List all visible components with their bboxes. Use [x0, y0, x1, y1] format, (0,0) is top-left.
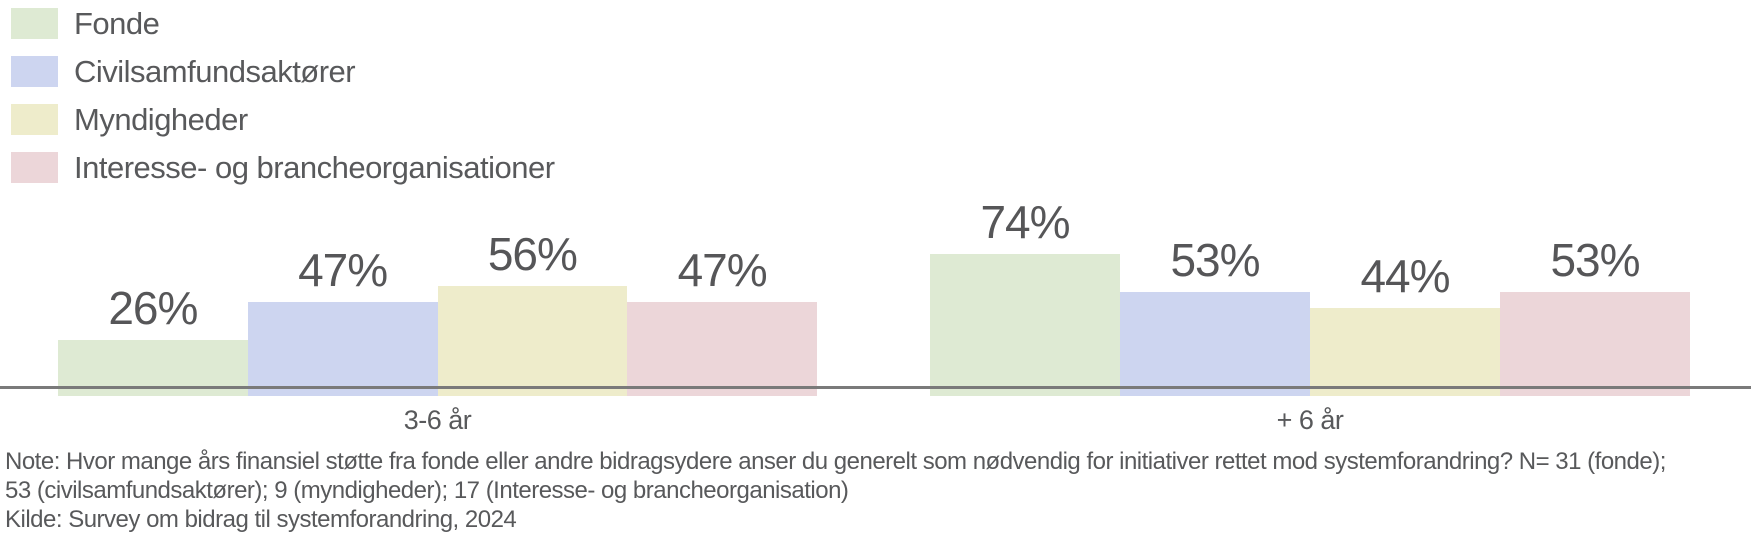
bar-column-myndigheder: 44%	[1310, 253, 1500, 396]
bar-value-label: 56%	[487, 228, 578, 280]
bar-column-myndigheder: 56%	[437, 228, 628, 396]
x-axis-line	[0, 386, 1751, 389]
legend-item-myndigheder: Myndigheder	[11, 104, 555, 135]
bar-interesse-og-brancheorganisationer	[1500, 292, 1690, 396]
legend-item-interesse-og-brancheorganisationer: Interesse- og brancheorganisationer	[11, 152, 555, 183]
bar-value-label: 53%	[1170, 234, 1260, 286]
legend-label-myndigheder: Myndigheder	[74, 102, 248, 137]
footnote: Note: Hvor mange års finansiel støtte fr…	[5, 447, 1751, 534]
bar-value-label: 53%	[1550, 234, 1640, 286]
bar-column-civilsamfundsaktører: 53%	[1120, 237, 1310, 396]
legend-swatch-myndigheder	[11, 104, 58, 135]
bar-civilsamfundsaktører	[247, 302, 438, 396]
footnote-source-line: Kilde: Survey om bidrag til systemforand…	[5, 506, 517, 533]
bar-civilsamfundsaktører	[1120, 292, 1310, 396]
bar-column-fonde: 26%	[58, 285, 248, 396]
legend-swatch-fonde	[11, 8, 58, 39]
legend-label-interesse-og-brancheorganisationer: Interesse- og brancheorganisationer	[74, 150, 555, 185]
bar-value-label: 26%	[108, 282, 198, 334]
plot-area: 26% 47% 56% 47% 74% 53% 44% 53%	[0, 0, 1751, 396]
x-axis-label-3-6-ar: 3-6 år	[403, 405, 472, 435]
bar-myndigheder	[1310, 308, 1500, 396]
bar-value-label: 47%	[677, 244, 768, 296]
bar-value-label: 74%	[980, 196, 1070, 248]
bar-group-plus-6-ar: 74% 53% 44% 53%	[930, 0, 1690, 396]
footnote-note-line-2: 53 (civilsamfundsaktører); 9 (myndighede…	[5, 477, 849, 504]
bar-group-3-6-ar: 26% 47% 56% 47%	[58, 0, 817, 396]
legend-item-civilsamfundsaktører: Civilsamfundsaktører	[11, 56, 555, 87]
bar-value-label: 47%	[298, 244, 388, 296]
legend-swatch-interesse-og-brancheorganisationer	[11, 152, 58, 183]
x-axis-label-plus-6-ar: + 6 år	[1276, 405, 1344, 435]
legend-label-fonde: Fonde	[74, 6, 160, 41]
bar-column-fonde: 74%	[930, 199, 1120, 396]
legend-label-civilsamfundsaktører: Civilsamfundsaktører	[74, 54, 356, 89]
bar-column-interesse-og-brancheorganisationer: 53%	[1500, 237, 1690, 396]
bar-interesse-og-brancheorganisationer	[627, 302, 817, 396]
bar-fonde	[930, 254, 1120, 396]
bar-myndigheder	[437, 286, 628, 396]
bar-column-civilsamfundsaktører: 47%	[247, 244, 438, 396]
bar-column-interesse-og-brancheorganisationer: 47%	[627, 247, 817, 396]
legend-item-fonde: Fonde	[11, 8, 555, 39]
legend: Fonde Civilsamfundsaktører Myndigheder Inte…	[11, 8, 555, 200]
footnote-note-line-1: Note: Hvor mange års finansiel støtte fr…	[5, 448, 1666, 475]
bar-value-label: 44%	[1360, 250, 1450, 302]
legend-swatch-civilsamfundsaktører	[11, 56, 58, 87]
